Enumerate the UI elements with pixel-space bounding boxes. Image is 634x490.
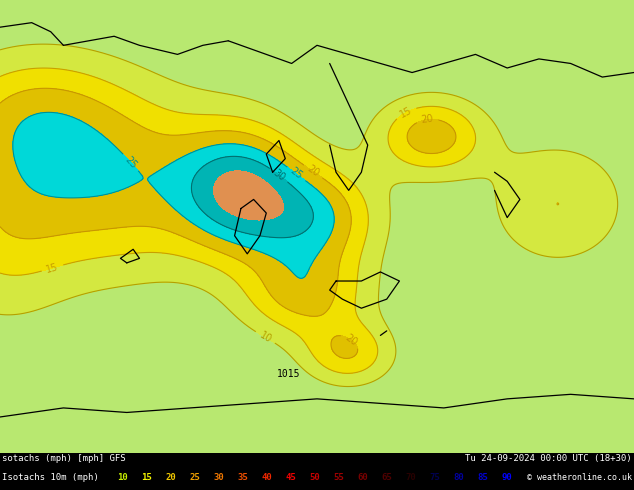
Text: 90: 90 xyxy=(502,473,512,483)
Text: 50: 50 xyxy=(309,473,320,483)
Text: sotachs (mph) [mph] GFS: sotachs (mph) [mph] GFS xyxy=(2,454,126,464)
Text: © weatheronline.co.uk: © weatheronline.co.uk xyxy=(527,473,632,483)
Text: 25: 25 xyxy=(123,154,139,171)
Text: 70: 70 xyxy=(406,473,417,483)
Text: 80: 80 xyxy=(454,473,465,483)
Text: 15: 15 xyxy=(141,473,152,483)
Text: 45: 45 xyxy=(285,473,296,483)
Text: 15: 15 xyxy=(45,262,60,274)
Text: 20: 20 xyxy=(165,473,176,483)
Text: 60: 60 xyxy=(358,473,368,483)
Text: 75: 75 xyxy=(430,473,441,483)
Text: 15: 15 xyxy=(398,105,414,120)
Text: 65: 65 xyxy=(382,473,392,483)
Text: 20: 20 xyxy=(421,114,434,125)
Text: 10: 10 xyxy=(257,330,273,345)
Text: 25: 25 xyxy=(189,473,200,483)
Text: Isotachs 10m (mph): Isotachs 10m (mph) xyxy=(2,473,99,483)
Text: 35: 35 xyxy=(237,473,248,483)
Text: 30: 30 xyxy=(213,473,224,483)
Text: 20: 20 xyxy=(343,332,359,347)
Text: 85: 85 xyxy=(478,473,489,483)
Text: 40: 40 xyxy=(261,473,272,483)
Text: 55: 55 xyxy=(333,473,344,483)
Text: 25: 25 xyxy=(288,166,304,182)
Text: Tu 24-09-2024 00:00 UTC (18+30): Tu 24-09-2024 00:00 UTC (18+30) xyxy=(465,454,632,464)
Text: 1015: 1015 xyxy=(276,369,301,379)
Text: 30: 30 xyxy=(271,167,287,183)
Text: 20: 20 xyxy=(305,164,321,179)
Text: 10: 10 xyxy=(117,473,127,483)
